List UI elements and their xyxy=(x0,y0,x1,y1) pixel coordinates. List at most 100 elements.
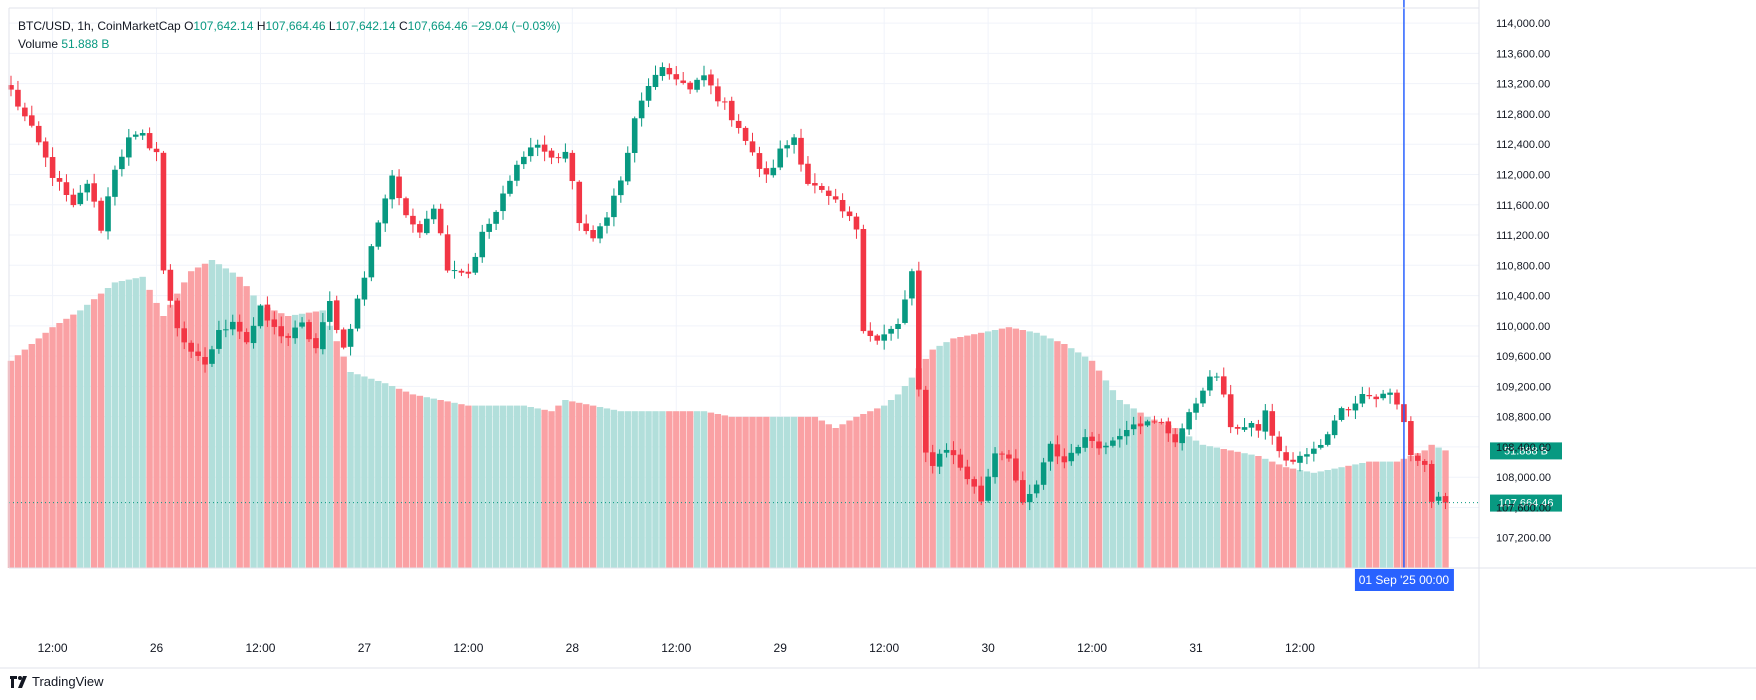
l-value: 107,642.14 xyxy=(335,19,396,33)
volume-bar xyxy=(562,400,569,568)
tradingview-logo[interactable]: TradingView xyxy=(10,674,104,689)
candle-body xyxy=(507,180,513,194)
volume-bar xyxy=(1275,464,1283,568)
candle-body xyxy=(645,85,652,101)
volume-bar xyxy=(472,405,479,568)
volume-bar xyxy=(97,293,105,568)
candle-body xyxy=(1033,484,1040,494)
volume-bar xyxy=(1442,450,1449,568)
volume-bar xyxy=(867,411,874,568)
volume-bar xyxy=(797,416,805,568)
candle-body xyxy=(417,224,423,233)
candle-body xyxy=(957,454,964,468)
candle-body xyxy=(1297,455,1303,463)
candle-body xyxy=(895,324,901,329)
volume-bar xyxy=(756,416,763,568)
volume-bar xyxy=(340,356,347,568)
candle-body xyxy=(888,328,894,334)
volume-bar xyxy=(1421,450,1428,568)
volume-bar xyxy=(673,411,680,568)
candle-body xyxy=(1096,441,1102,449)
volume-bar xyxy=(1386,461,1394,568)
volume-bar xyxy=(271,310,278,568)
candle-body xyxy=(368,246,375,278)
volume-bar xyxy=(1130,408,1137,568)
candle-body xyxy=(209,349,215,364)
candle-body xyxy=(604,217,610,226)
candle-body xyxy=(1207,376,1213,391)
candle-body xyxy=(777,148,784,168)
volume-bar xyxy=(14,355,22,568)
candle-body xyxy=(223,329,229,331)
volume-bar xyxy=(7,360,15,568)
volume-label[interactable]: Volume xyxy=(18,37,59,51)
candle-body xyxy=(1408,421,1414,456)
volume-bar xyxy=(1289,468,1297,568)
x-tick-label: 26 xyxy=(150,641,164,655)
volume-bar xyxy=(1262,458,1269,568)
candle-body xyxy=(527,147,534,157)
volume-bar xyxy=(1255,456,1262,568)
candle-body xyxy=(1006,454,1012,459)
candle-body xyxy=(1359,394,1366,404)
candle-body xyxy=(216,330,222,349)
candle-body xyxy=(562,151,569,159)
volume-bar xyxy=(735,416,742,568)
volume-bar xyxy=(139,276,146,568)
volume-bar xyxy=(874,408,881,568)
x-tick-label: 12:00 xyxy=(869,641,899,655)
volume-bar xyxy=(77,310,84,568)
candle-body xyxy=(798,137,804,165)
volume-bar xyxy=(749,416,756,568)
candle-body xyxy=(659,67,666,77)
candle-body xyxy=(119,156,125,170)
volume-bar xyxy=(714,414,722,568)
volume-bar xyxy=(1109,390,1117,568)
volume-bar xyxy=(42,332,49,568)
candle-body xyxy=(1172,434,1179,443)
candle-body xyxy=(735,120,742,129)
h-label: H xyxy=(256,19,266,33)
candle-body xyxy=(278,326,285,337)
volume-bar xyxy=(582,404,590,568)
candle-body xyxy=(569,152,576,182)
crosshair-time-badge xyxy=(1354,569,1454,591)
last-price-badge-label: 107,664.46 xyxy=(1498,498,1553,510)
volume-bar xyxy=(1199,444,1207,568)
volume-bar xyxy=(1331,468,1338,568)
volume-bar xyxy=(1220,449,1227,568)
tradingview-logo-icon xyxy=(10,675,27,688)
volume-bar xyxy=(853,416,860,568)
x-tick-label: 27 xyxy=(358,641,372,655)
volume-bar xyxy=(1241,453,1248,568)
volume-bar xyxy=(1282,467,1290,568)
volume-bar xyxy=(499,405,507,568)
candle-body xyxy=(749,141,756,153)
candle-body xyxy=(590,229,596,239)
candle-body xyxy=(1262,410,1269,432)
volume-bar xyxy=(194,267,202,568)
symbol-label[interactable]: BTC/USD, 1h, CoinMarketCap xyxy=(18,19,181,33)
candle-body xyxy=(1047,443,1054,462)
candle-body xyxy=(1193,403,1199,413)
volume-bar xyxy=(1151,419,1158,568)
candle-body xyxy=(1040,462,1047,485)
volume-bar xyxy=(1359,463,1366,568)
y-tick-label: 112,400.00 xyxy=(1496,139,1550,151)
candle-body xyxy=(922,389,929,453)
candle-body xyxy=(1186,412,1192,430)
candle-body xyxy=(264,304,271,321)
candle-body xyxy=(195,351,201,356)
x-tick-label: 12:00 xyxy=(661,641,691,655)
volume-bar xyxy=(832,428,839,568)
candle-body xyxy=(500,193,506,212)
candle-body xyxy=(396,176,402,199)
candle-body xyxy=(652,74,659,88)
candle-body xyxy=(437,208,444,234)
candle-body xyxy=(514,164,520,181)
candle-body xyxy=(347,328,354,347)
candle-body xyxy=(430,208,437,220)
volume-bar xyxy=(804,416,812,568)
candle-body xyxy=(257,305,264,327)
